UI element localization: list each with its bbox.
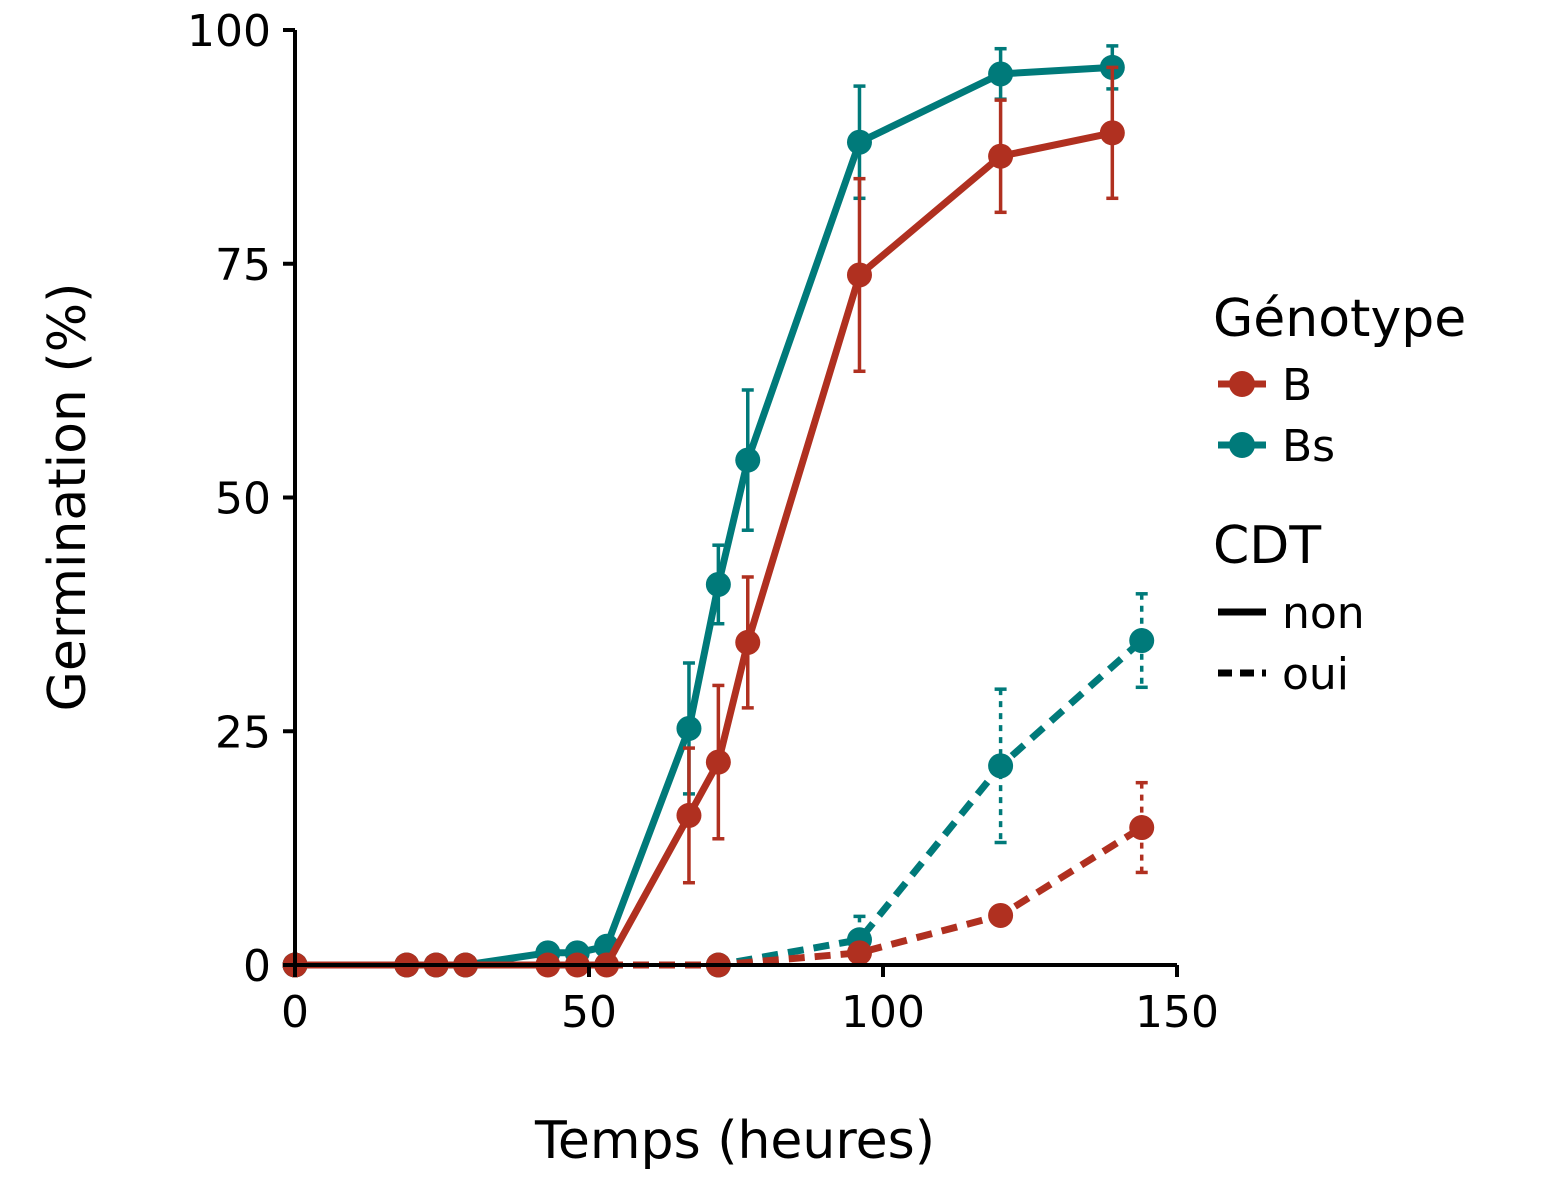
data-point — [1099, 120, 1125, 146]
data-point — [705, 571, 731, 597]
y-axis-title: Germination (%) — [38, 283, 98, 712]
x-tick-label: 50 — [561, 987, 617, 1038]
data-point — [846, 129, 872, 155]
data-point — [1129, 628, 1155, 654]
y-tick-label: 0 — [243, 941, 271, 992]
y-tick-label: 75 — [215, 240, 271, 291]
data-point — [988, 753, 1014, 779]
legend-title-cdt: CDT — [1213, 516, 1321, 576]
data-point — [1129, 815, 1155, 841]
y-tick-label: 100 — [187, 6, 271, 57]
x-axis-title: Temps (heures) — [534, 1111, 935, 1171]
data-point — [676, 715, 702, 741]
data-point — [676, 802, 702, 828]
legend-title-genotype: Génotype — [1213, 289, 1466, 349]
series-line-bs-non — [295, 63, 1113, 969]
data-point — [988, 143, 1014, 169]
series-b-oui — [282, 780, 1155, 978]
data-point — [846, 940, 872, 966]
series-line-b-oui — [295, 824, 1144, 969]
data-point — [705, 749, 731, 775]
axes — [293, 30, 1177, 967]
x-tick-label: 0 — [281, 987, 309, 1038]
legend-label-non: non — [1282, 588, 1365, 639]
plot-area — [282, 44, 1155, 978]
x-tick-label: 100 — [841, 987, 925, 1038]
legend-item-non: non — [1218, 588, 1365, 639]
legend-label-b: B — [1282, 360, 1312, 411]
data-point — [846, 262, 872, 288]
x-tick-label: 150 — [1135, 987, 1219, 1038]
data-point — [735, 629, 761, 655]
data-point — [988, 61, 1014, 87]
legend-item-oui: oui — [1218, 649, 1349, 700]
legend-key-bs-marker — [1229, 432, 1255, 458]
legend: Génotype B Bs CDT non oui — [1213, 289, 1466, 700]
y-tick-label: 25 — [215, 707, 271, 758]
series-line-b-non — [295, 129, 1114, 969]
legend-item-bs: Bs — [1218, 421, 1335, 472]
ticks: 0 50 100 150 0 25 50 75 100 — [187, 6, 1219, 1038]
data-point — [735, 447, 761, 473]
y-tick-label: 50 — [215, 474, 271, 525]
legend-label-oui: oui — [1282, 649, 1349, 700]
legend-label-bs: Bs — [1282, 421, 1335, 472]
legend-item-b: B — [1218, 360, 1312, 411]
legend-key-b-marker — [1229, 371, 1255, 397]
series-bs-non — [282, 44, 1125, 978]
data-point — [988, 902, 1014, 928]
